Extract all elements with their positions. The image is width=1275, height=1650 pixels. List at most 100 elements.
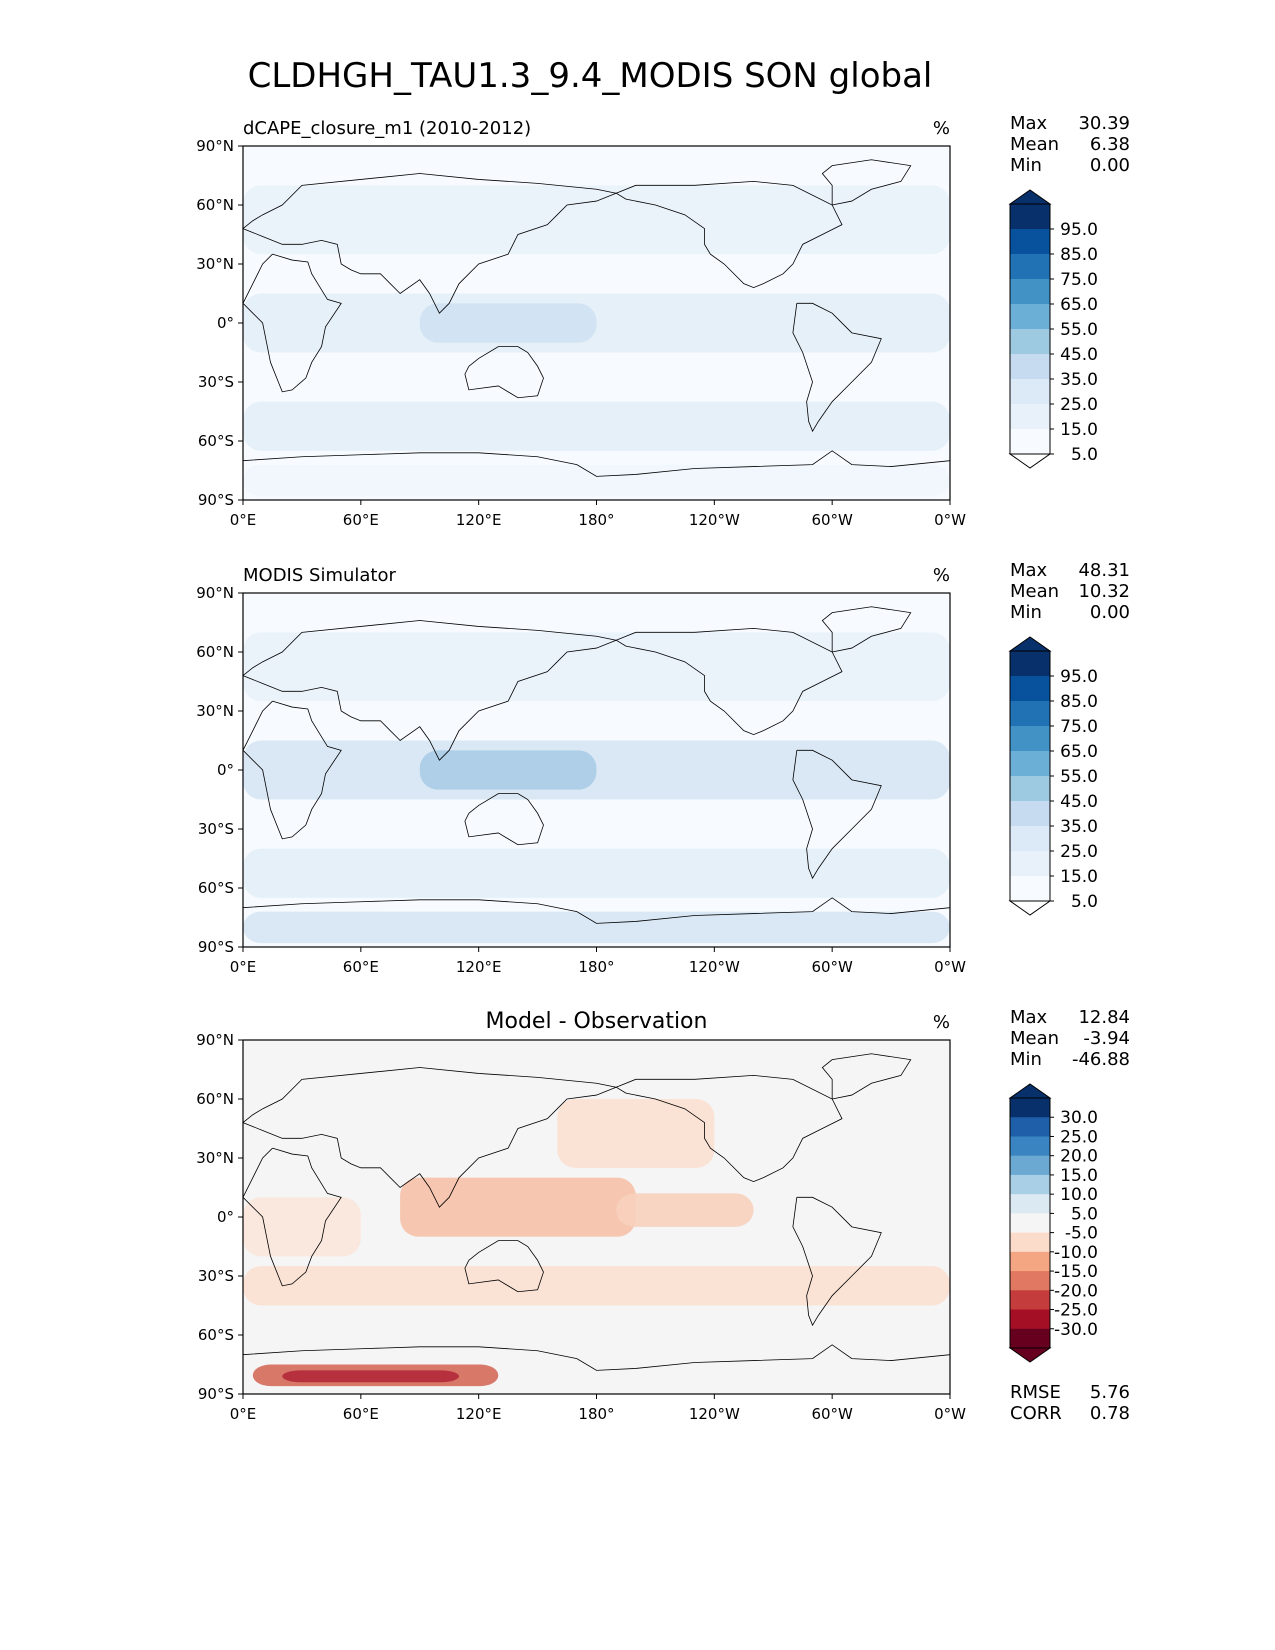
coastline [792, 302, 882, 433]
colorbar-segment [1010, 1213, 1050, 1234]
lon-tick-label: 120°E [456, 958, 502, 976]
colorbar-extend-top [1008, 1083, 1052, 1099]
coastline [792, 1196, 882, 1327]
colorbar-segment [1010, 354, 1050, 380]
lat-tick-label: 0° [217, 761, 234, 779]
lon-tick-label: 60°E [343, 511, 379, 529]
coastline [242, 700, 342, 840]
lon-tick-label: 180° [578, 511, 614, 529]
colorbar-segment [1010, 1328, 1050, 1349]
colorbar-label: 55.0 [1060, 767, 1098, 787]
field-shading [419, 303, 597, 343]
colorbar-extend-top [1008, 636, 1052, 652]
field-shading [557, 1099, 715, 1168]
lat-tick-label: 60°S [198, 879, 234, 897]
colorbar-label: 55.0 [1060, 320, 1098, 340]
lat-tick-label: 60°S [198, 1326, 234, 1344]
field-shading [243, 911, 950, 944]
stat-max-label: Max [1010, 113, 1048, 134]
colorbar-label: 65.0 [1060, 295, 1098, 315]
colorbar-label: -15.0 [1054, 1262, 1098, 1282]
lon-tick-label: 60°W [811, 958, 853, 976]
coastline [464, 346, 544, 399]
lon-tick-label: 180° [578, 1405, 614, 1423]
lat-tick-label: 30°N [196, 702, 234, 720]
colorbar-label: -25.0 [1054, 1301, 1098, 1321]
lon-tick-label: 120°E [456, 1405, 502, 1423]
panel-3 [238, 1039, 1054, 1399]
colorbar-label: 25.0 [1060, 1127, 1098, 1147]
lat-tick-label: 90°S [198, 938, 234, 956]
coastline [242, 897, 951, 924]
colorbar-label: -20.0 [1054, 1281, 1098, 1301]
colorbar-frame [1009, 1097, 1051, 1349]
colorbar-segment [1010, 826, 1050, 852]
lon-tick-label: 0°E [230, 958, 257, 976]
stat-mean-value: 6.38 [1090, 134, 1130, 155]
colorbar-label: 65.0 [1060, 742, 1098, 762]
field-shading [400, 1177, 636, 1237]
colorbar-segment [1010, 304, 1050, 330]
colorbar-segment [1010, 851, 1050, 877]
lat-tick-label: 30°S [198, 373, 234, 391]
field-shading [243, 185, 950, 255]
colorbar-segment [1010, 726, 1050, 752]
stat-mean-label: Mean [1010, 134, 1059, 155]
figure-title: CLDHGH_TAU1.3_9.4_MODIS SON global [247, 56, 933, 96]
lon-tick-label: 120°W [689, 511, 740, 529]
coastline [242, 1067, 618, 1208]
coastline [615, 1074, 843, 1183]
colorbar-segment [1010, 1232, 1050, 1253]
colorbar-label: 45.0 [1060, 792, 1098, 812]
colorbar-segment [1010, 1251, 1050, 1272]
lat-tick-label: 30°S [198, 1267, 234, 1285]
colorbar-segment [1010, 1174, 1050, 1195]
stat-mean-label: Mean [1010, 1028, 1059, 1049]
coastline [821, 606, 912, 653]
lat-tick-label: 90°N [196, 584, 234, 602]
panel-units: % [933, 1012, 950, 1033]
stat-max-value: 12.84 [1078, 1007, 1130, 1028]
colorbar-segment [1010, 204, 1050, 230]
colorbar-label: 5.0 [1071, 445, 1098, 465]
colorbar-label: 5.0 [1071, 892, 1098, 912]
colorbar-label: 20.0 [1060, 1147, 1098, 1167]
colorbar-label: 15.0 [1060, 867, 1098, 887]
stat-max-label: Max [1010, 560, 1048, 581]
stat-mean-value: 10.32 [1078, 581, 1130, 602]
colorbar-label: 30.0 [1060, 1108, 1098, 1128]
field-shading [419, 750, 597, 790]
field-shading [243, 848, 950, 898]
colorbar-extend-bottom [1008, 453, 1052, 469]
lon-tick-label: 0°W [934, 958, 966, 976]
colorbar-segment [1010, 751, 1050, 777]
colorbar-label: 95.0 [1060, 667, 1098, 687]
stat-min-value: 0.00 [1090, 155, 1130, 176]
colorbar-segment [1010, 1309, 1050, 1330]
colorbar-segment [1010, 676, 1050, 702]
lon-tick-label: 60°W [811, 1405, 853, 1423]
lon-tick-label: 0°E [230, 1405, 257, 1423]
panel-2 [238, 592, 1054, 952]
colorbar-segment [1010, 1098, 1050, 1118]
coastline [821, 1053, 912, 1100]
panel-title: MODIS Simulator [243, 565, 396, 586]
field-shading [243, 1197, 361, 1257]
stat-min-value: -46.88 [1072, 1049, 1130, 1070]
lon-tick-label: 0°W [934, 511, 966, 529]
stat-rmse-label: RMSE [1010, 1382, 1061, 1403]
lon-tick-label: 120°W [689, 958, 740, 976]
colorbar-segment [1010, 801, 1050, 827]
coastline [615, 627, 843, 736]
field-shading [243, 401, 950, 451]
lat-tick-label: 60°N [196, 643, 234, 661]
lat-tick-label: 60°N [196, 1090, 234, 1108]
stat-min-label: Min [1010, 1049, 1042, 1070]
colorbar-segment [1010, 429, 1050, 455]
colorbar-label: -10.0 [1054, 1243, 1098, 1263]
coastline [242, 173, 618, 314]
stat-mean-label: Mean [1010, 581, 1059, 602]
coastline [242, 1147, 342, 1287]
lat-tick-label: 0° [217, 314, 234, 332]
